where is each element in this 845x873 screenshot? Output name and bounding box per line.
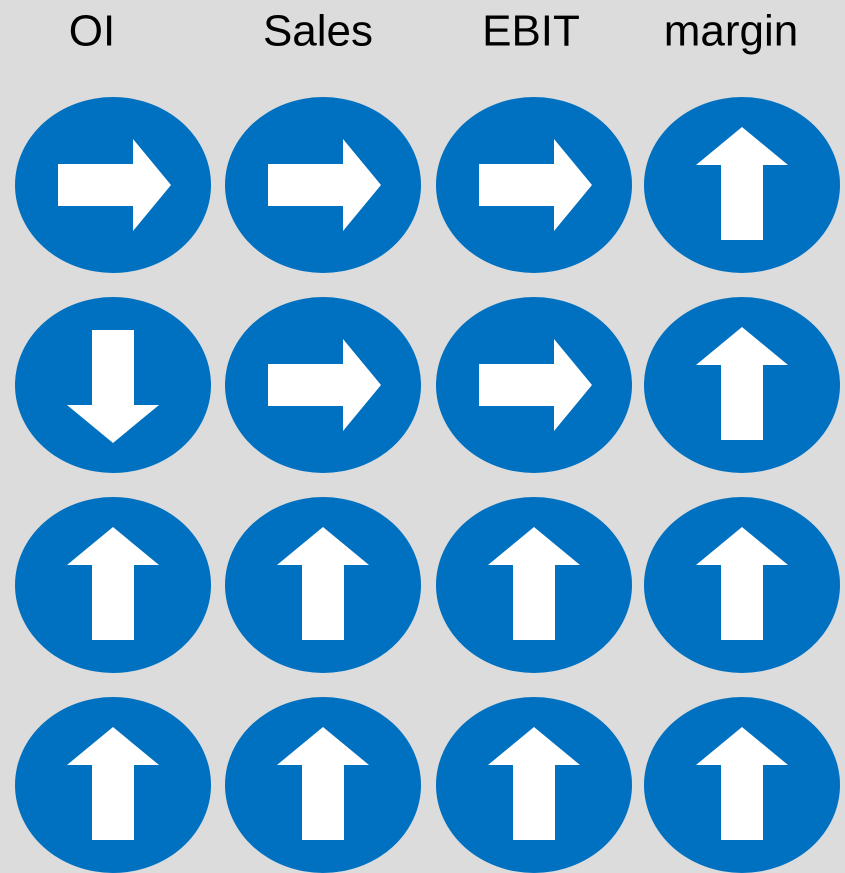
arrow-right bbox=[479, 139, 592, 231]
arrow-right bbox=[58, 139, 171, 231]
arrow-icon bbox=[436, 297, 632, 473]
column-header: Sales bbox=[263, 7, 373, 56]
arrow-icon bbox=[15, 697, 211, 873]
arrow-up bbox=[277, 727, 369, 840]
arrow-icon bbox=[15, 497, 211, 673]
arrow-up bbox=[277, 527, 369, 640]
arrow-up bbox=[696, 127, 788, 240]
arrow-icon bbox=[436, 97, 632, 273]
arrow-right bbox=[479, 339, 592, 431]
arrow-up bbox=[67, 727, 159, 840]
arrow-icon bbox=[15, 97, 211, 273]
arrow-up bbox=[67, 527, 159, 640]
arrow-icon bbox=[644, 97, 840, 273]
arrow-icon bbox=[644, 497, 840, 673]
arrow-right bbox=[268, 139, 381, 231]
arrow-icon bbox=[225, 497, 421, 673]
arrow-icon bbox=[436, 697, 632, 873]
arrow-icon bbox=[225, 297, 421, 473]
arrow-icon bbox=[225, 697, 421, 873]
arrow-icon bbox=[225, 97, 421, 273]
arrow-right bbox=[268, 339, 381, 431]
arrow-down bbox=[67, 330, 159, 443]
arrow-icon bbox=[436, 497, 632, 673]
column-header: OI bbox=[69, 7, 115, 56]
arrow-icon bbox=[644, 297, 840, 473]
arrow-up bbox=[488, 727, 580, 840]
arrow-up bbox=[696, 727, 788, 840]
arrow-icon bbox=[644, 697, 840, 873]
arrow-icon bbox=[15, 297, 211, 473]
arrow-up bbox=[488, 527, 580, 640]
column-header: EBIT bbox=[482, 7, 580, 56]
column-header: margin bbox=[664, 7, 799, 56]
arrow-up bbox=[696, 327, 788, 440]
arrow-up bbox=[696, 527, 788, 640]
